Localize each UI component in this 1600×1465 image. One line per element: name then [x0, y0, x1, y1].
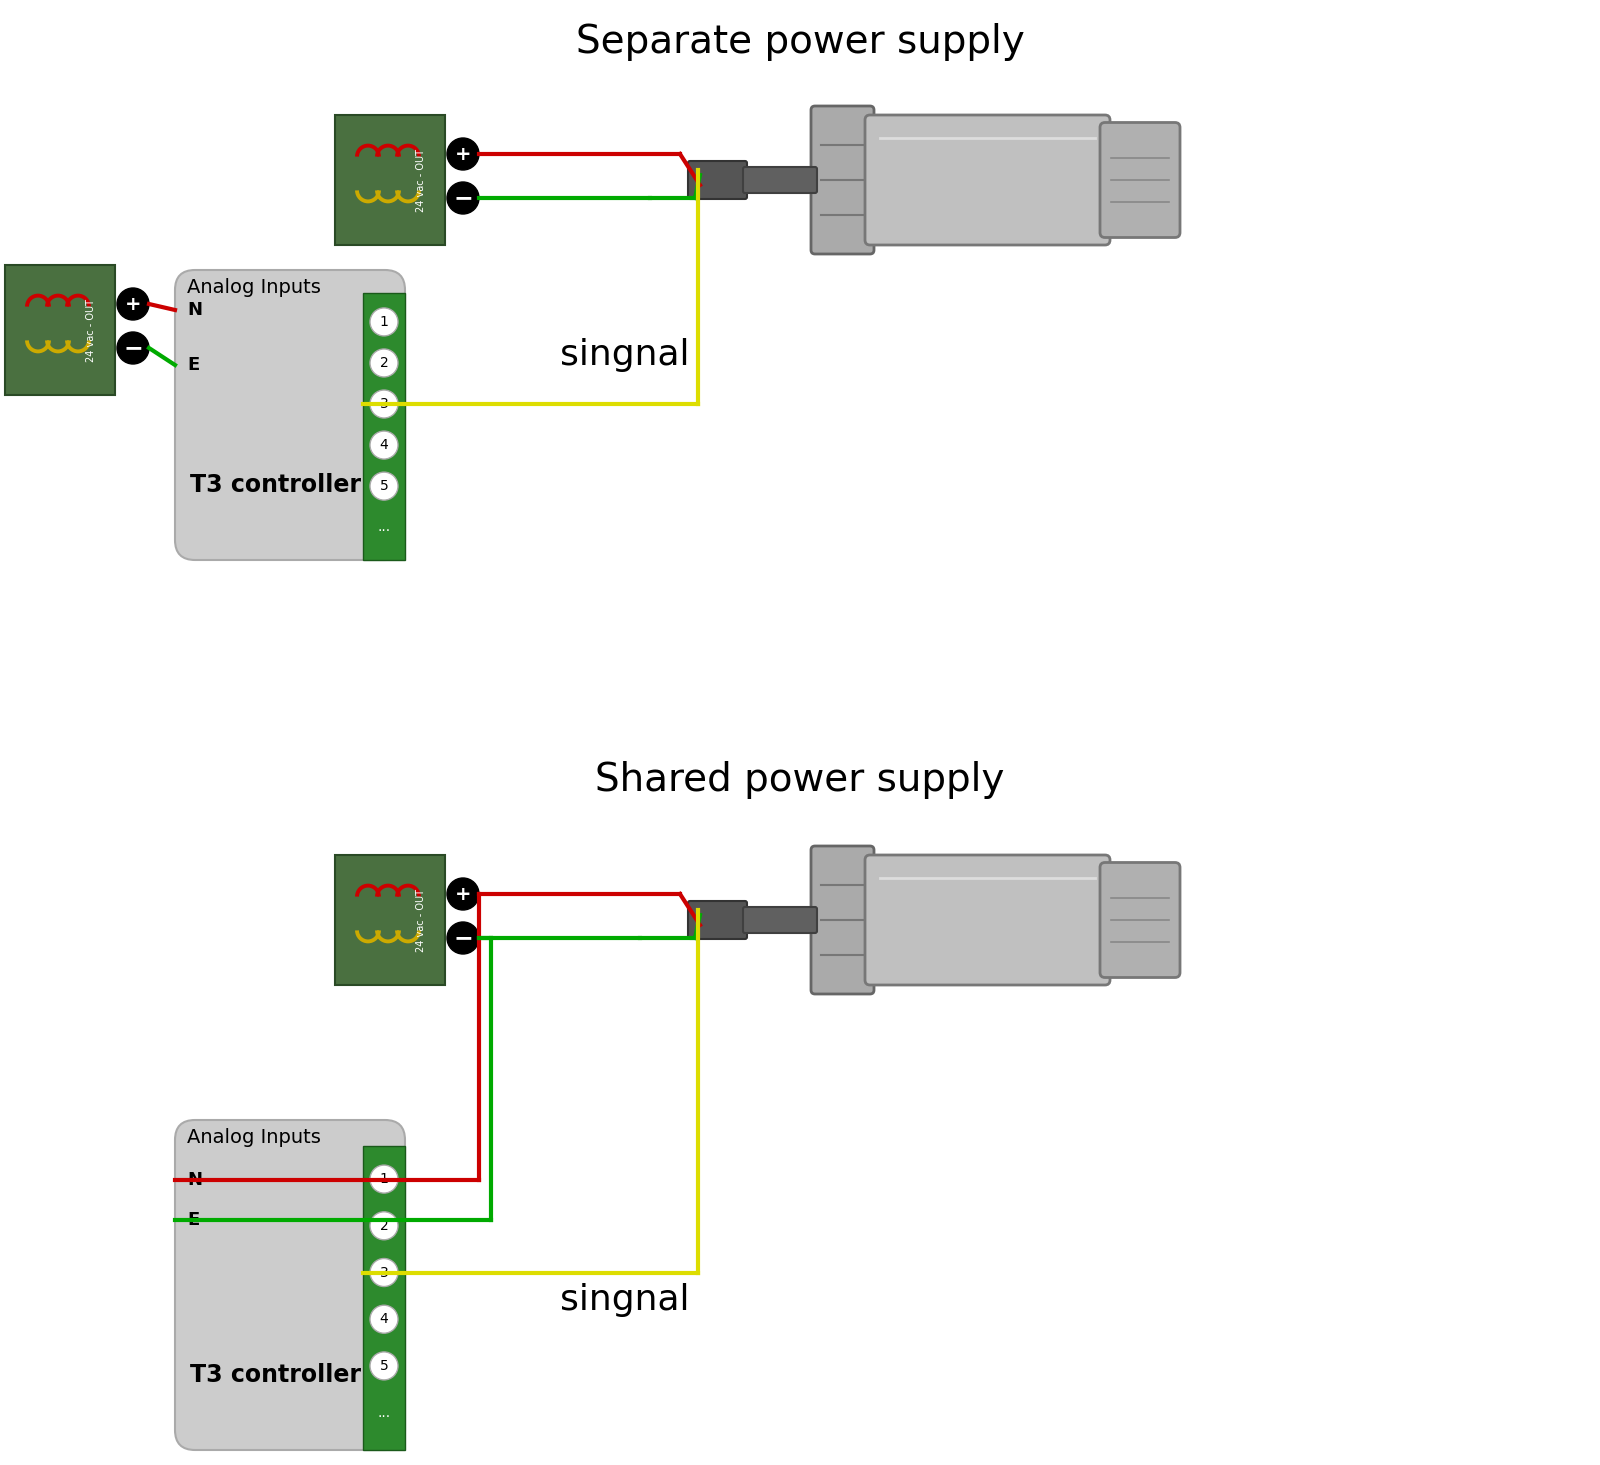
FancyBboxPatch shape — [688, 161, 747, 199]
Circle shape — [446, 138, 478, 170]
Circle shape — [370, 1212, 398, 1239]
Text: 1: 1 — [379, 315, 389, 330]
Text: 3: 3 — [379, 397, 389, 412]
Text: N: N — [187, 1171, 202, 1190]
Text: ...: ... — [378, 520, 390, 535]
Text: Analog Inputs: Analog Inputs — [187, 278, 322, 297]
FancyBboxPatch shape — [334, 114, 445, 245]
Circle shape — [370, 1165, 398, 1193]
Text: E: E — [187, 1212, 200, 1229]
FancyBboxPatch shape — [688, 901, 747, 939]
Circle shape — [370, 1258, 398, 1286]
Text: 2: 2 — [379, 356, 389, 371]
Circle shape — [370, 431, 398, 459]
FancyBboxPatch shape — [363, 293, 405, 560]
Text: E: E — [187, 356, 200, 374]
Text: +: + — [454, 885, 472, 904]
Text: +: + — [125, 294, 141, 314]
Text: singnal: singnal — [560, 1283, 690, 1317]
Circle shape — [117, 289, 149, 319]
FancyBboxPatch shape — [334, 856, 445, 984]
FancyBboxPatch shape — [866, 114, 1110, 245]
Text: 4: 4 — [379, 1313, 389, 1326]
Circle shape — [370, 308, 398, 335]
Text: 1: 1 — [379, 1172, 389, 1187]
Text: ...: ... — [378, 1405, 390, 1420]
Text: Separate power supply: Separate power supply — [576, 23, 1024, 62]
Text: 5: 5 — [379, 1360, 389, 1373]
FancyBboxPatch shape — [174, 270, 405, 560]
FancyBboxPatch shape — [174, 1121, 405, 1450]
FancyBboxPatch shape — [1101, 123, 1181, 237]
Text: 2: 2 — [379, 1219, 389, 1234]
Circle shape — [370, 390, 398, 418]
Text: 4: 4 — [379, 438, 389, 453]
Text: T3 controller: T3 controller — [190, 473, 362, 497]
Text: N: N — [187, 300, 202, 319]
Circle shape — [370, 1305, 398, 1333]
Circle shape — [370, 472, 398, 500]
Circle shape — [446, 182, 478, 214]
FancyBboxPatch shape — [5, 265, 115, 396]
Text: singnal: singnal — [560, 338, 690, 372]
Text: 24 vac - OUT: 24 vac - OUT — [416, 148, 426, 211]
FancyBboxPatch shape — [742, 907, 818, 933]
Text: 24 vac - OUT: 24 vac - OUT — [416, 888, 426, 951]
FancyBboxPatch shape — [866, 856, 1110, 984]
FancyBboxPatch shape — [363, 1147, 405, 1450]
Text: −: − — [453, 926, 474, 949]
Text: −: − — [453, 186, 474, 209]
Text: 3: 3 — [379, 1266, 389, 1279]
Circle shape — [117, 333, 149, 363]
Text: Analog Inputs: Analog Inputs — [187, 1128, 322, 1147]
Text: T3 controller: T3 controller — [190, 1362, 362, 1387]
Text: 5: 5 — [379, 479, 389, 494]
Circle shape — [446, 878, 478, 910]
Circle shape — [446, 921, 478, 954]
FancyBboxPatch shape — [1101, 863, 1181, 977]
FancyBboxPatch shape — [811, 845, 874, 993]
Text: −: − — [123, 335, 142, 360]
Text: +: + — [454, 145, 472, 164]
Text: Shared power supply: Shared power supply — [595, 760, 1005, 798]
FancyBboxPatch shape — [742, 167, 818, 193]
FancyBboxPatch shape — [811, 105, 874, 253]
Circle shape — [370, 1352, 398, 1380]
Circle shape — [370, 349, 398, 377]
Text: 24 vac - OUT: 24 vac - OUT — [86, 299, 96, 362]
